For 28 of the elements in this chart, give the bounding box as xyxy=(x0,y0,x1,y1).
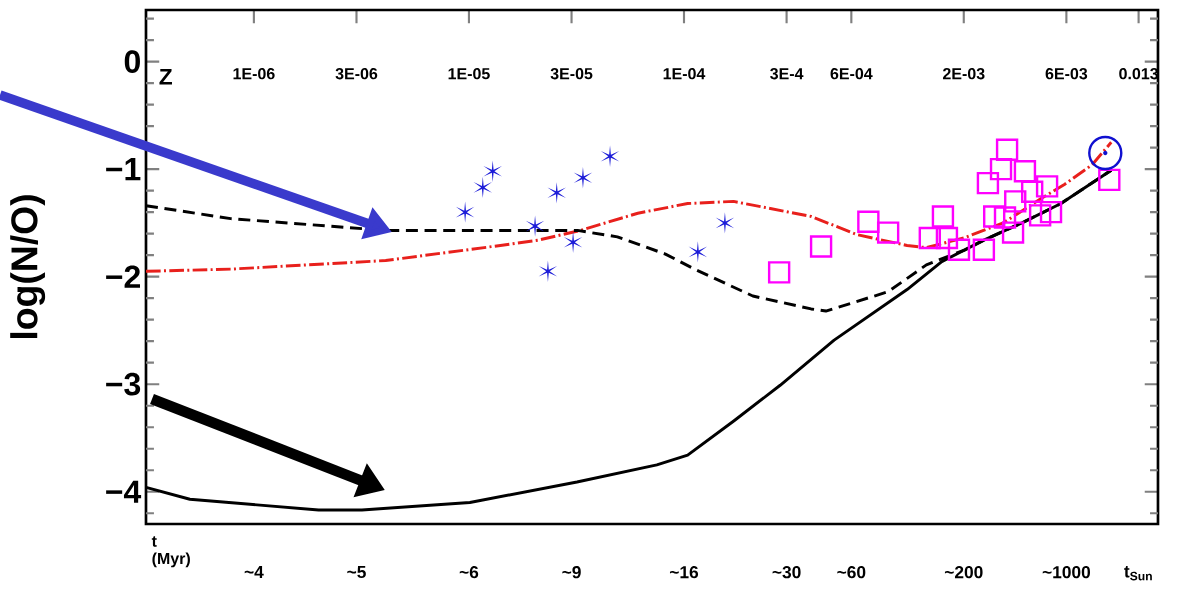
text: ~30 xyxy=(772,566,801,579)
text: ~9 xyxy=(562,566,581,579)
x-tick-label: 6E-04 xyxy=(830,68,873,80)
x-tick-label: 3E-06 xyxy=(335,68,378,80)
x-tick-label: 3E-4 xyxy=(770,68,804,80)
y-tick-label: −2 xyxy=(106,265,140,288)
x-tick-label: 1E-04 xyxy=(663,68,706,80)
text: ~200 xyxy=(944,566,983,579)
x-tick-label: 3E-05 xyxy=(550,68,593,80)
x-tick-label: 1E-06 xyxy=(233,68,275,80)
text: ~5 xyxy=(347,566,366,579)
y-tick-label: −1 xyxy=(106,158,141,181)
text: ~60 xyxy=(837,566,866,579)
y-axis-title: log(N/O) xyxy=(10,195,46,338)
text: t (Myr) xyxy=(151,536,190,568)
x-tick-label: 1E-05 xyxy=(448,68,490,80)
y-tick-label: −4 xyxy=(106,480,142,503)
text: ~1000 xyxy=(1042,566,1091,579)
x-tick-label: 6E-03 xyxy=(1045,68,1088,80)
y-tick-label: 0 xyxy=(124,50,140,73)
x-axis-title: Z xyxy=(159,69,172,85)
text: ~16 xyxy=(669,566,699,579)
x-tick-label: 2E-03 xyxy=(942,68,985,80)
text: ~4 xyxy=(244,566,264,578)
text: ~6 xyxy=(459,566,479,579)
text: t$_{Sun}$ xyxy=(1124,566,1152,581)
y-tick-label: −3 xyxy=(106,372,141,396)
x-tick-label: 0.013 xyxy=(1119,68,1159,80)
